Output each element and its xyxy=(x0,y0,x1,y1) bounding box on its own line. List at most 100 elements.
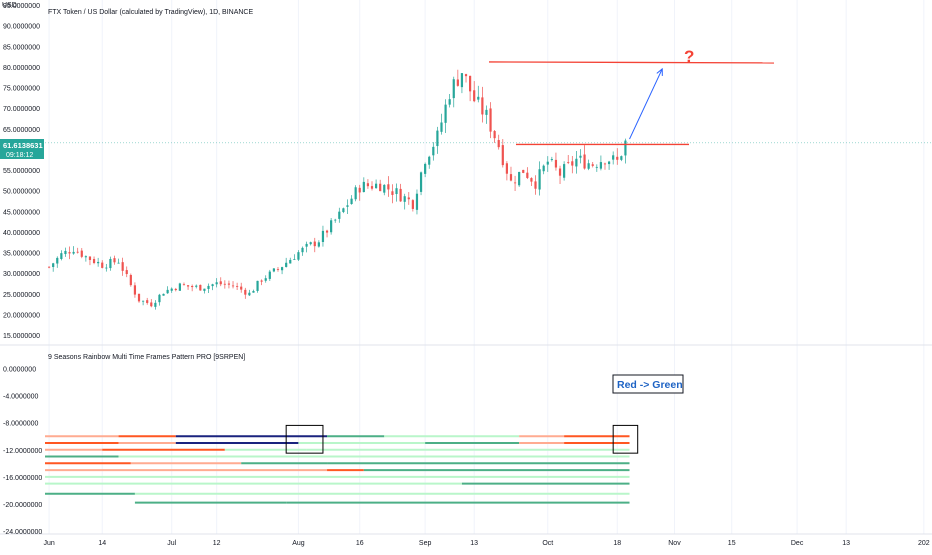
price-tick-label: 65.0000000 xyxy=(3,127,40,134)
candle-body xyxy=(350,198,353,205)
candle-body xyxy=(297,252,300,260)
candle-body xyxy=(150,302,153,307)
candle-body xyxy=(133,285,137,295)
candle-body xyxy=(248,292,251,296)
candle-body xyxy=(440,122,443,132)
indicator-axis[interactable]: 0.0000000 -4.0000000 -8.0000000 -12.0000000… xyxy=(3,367,42,536)
price-axis[interactable]: 95.0000000 90.0000000 85.0000000 80.0000000… xyxy=(3,3,40,340)
candle-body xyxy=(215,282,218,285)
candle-body xyxy=(370,186,374,189)
candle-body xyxy=(207,285,210,289)
price-tick-label: 50.0000000 xyxy=(3,189,40,196)
candle-body xyxy=(101,262,104,268)
candle-body xyxy=(469,75,472,92)
candle-body xyxy=(166,289,169,294)
candle-body xyxy=(68,252,71,254)
time-tick-label: Oct xyxy=(542,540,553,547)
candle-body xyxy=(407,197,410,200)
candle-body xyxy=(105,267,108,269)
price-badge-price: 61.6138631 xyxy=(3,141,43,150)
candle-body xyxy=(366,183,370,187)
candle-body xyxy=(223,283,226,285)
candle-body xyxy=(612,155,615,160)
projection-arrow[interactable] xyxy=(629,68,663,140)
time-tick-label: 14 xyxy=(98,540,106,547)
time-tick-label: Dec xyxy=(791,540,804,547)
candle-body xyxy=(178,283,181,291)
candle-body xyxy=(76,251,79,253)
candle-body xyxy=(599,162,603,169)
candle-body xyxy=(603,163,607,165)
projection-arrowhead xyxy=(656,67,663,76)
candle-body xyxy=(411,200,414,209)
price-badge-countdown: 09:18:12 xyxy=(6,152,33,159)
candle-body xyxy=(309,242,312,245)
candle-body xyxy=(575,158,578,167)
candle-body xyxy=(142,300,145,302)
candle-body xyxy=(563,164,566,178)
candle-body xyxy=(513,182,517,184)
candle-body xyxy=(182,284,186,286)
candlestick-series xyxy=(47,69,627,310)
price-tick-label: 80.0000000 xyxy=(3,65,40,72)
candle-body xyxy=(305,243,308,247)
candle-body xyxy=(342,208,345,213)
price-tick-label: 70.0000000 xyxy=(3,106,40,113)
indicator-tick-label: -12.0000000 xyxy=(3,448,42,455)
price-tick-label: 40.0000000 xyxy=(3,230,40,237)
candle-body xyxy=(558,168,562,176)
candle-body xyxy=(317,242,320,247)
price-tick-label: 85.0000000 xyxy=(3,44,40,51)
candle-body xyxy=(268,271,271,279)
candle-body xyxy=(325,230,329,233)
candle-body xyxy=(620,156,623,160)
time-axis[interactable]: Jun 14 Jul 12 Aug 16 Sep 13 Oct 18 Nov 15 Dec 13 202 xyxy=(43,540,929,547)
candle-body xyxy=(92,259,96,263)
time-tick-label: 12 xyxy=(213,540,221,547)
candle-body xyxy=(289,259,292,264)
callout-box[interactable]: Red -> Green xyxy=(612,374,684,394)
callout-text: Red -> Green xyxy=(617,379,683,391)
candle-body xyxy=(64,250,67,255)
time-tick-label: 18 xyxy=(613,540,621,547)
candle-body xyxy=(607,161,611,165)
indicator-title: 9 Seasons Rainbow Multi Time Frames Patt… xyxy=(48,354,245,361)
candle-body xyxy=(219,281,222,285)
candle-body xyxy=(493,131,496,139)
price-tick-label: 90.0000000 xyxy=(3,24,40,31)
candle-body xyxy=(436,130,439,147)
candle-body xyxy=(146,300,149,303)
candle-body xyxy=(383,184,386,193)
candle-body xyxy=(47,266,51,268)
last-price-badge: 61.6138631 09:18:12 xyxy=(0,139,44,159)
candle-body xyxy=(321,230,325,242)
candle-body xyxy=(272,268,276,272)
upper-resistance-line[interactable] xyxy=(488,61,775,64)
highlight-box[interactable] xyxy=(285,424,324,454)
candle-body xyxy=(256,280,259,291)
indicator-tick-label: 0.0000000 xyxy=(3,367,36,374)
candle-body xyxy=(419,172,423,192)
time-tick-label: 13 xyxy=(470,540,478,547)
candle-body xyxy=(301,247,304,253)
candle-body xyxy=(403,196,406,202)
time-tick-label: 15 xyxy=(728,540,736,547)
candle-body xyxy=(276,269,280,270)
candle-body xyxy=(113,258,116,263)
candle-body xyxy=(579,155,582,158)
candle-body xyxy=(174,288,177,291)
candle-body xyxy=(362,181,365,193)
candle-body xyxy=(186,285,190,287)
highlight-box[interactable] xyxy=(612,424,639,454)
question-mark[interactable]: ? xyxy=(684,47,694,66)
callout-border xyxy=(612,374,684,394)
candle-body xyxy=(509,174,513,181)
candle-body xyxy=(616,156,619,160)
annotations[interactable] xyxy=(488,61,775,146)
indicator-tick-label: -8.0000000 xyxy=(3,421,39,428)
candle-body xyxy=(485,109,488,115)
candle-body xyxy=(338,211,341,219)
